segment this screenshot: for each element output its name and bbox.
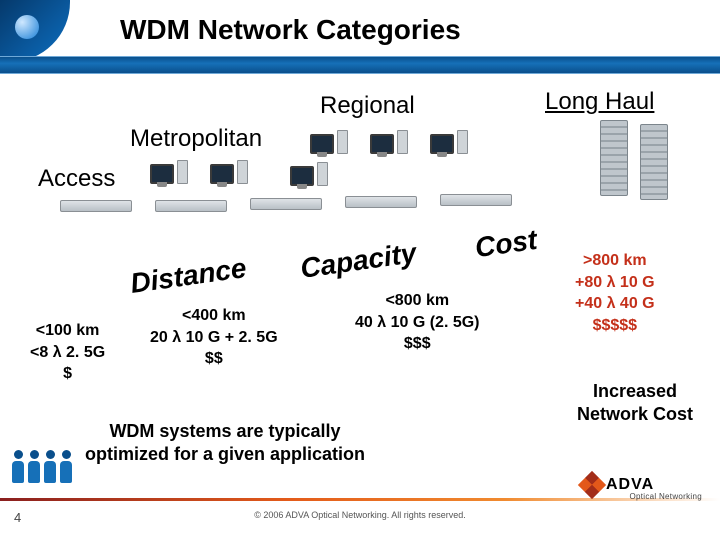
people-icon-group xyxy=(10,450,74,490)
conclusion-text: Increased Network Cost xyxy=(565,380,705,427)
category-access: Access xyxy=(38,165,115,193)
category-regional: Regional xyxy=(320,92,415,120)
switch-icon xyxy=(60,200,132,212)
specs-longhaul: >800 km +80 λ 10 G +40 λ 40 G $$$$$ xyxy=(575,250,655,336)
pc-icon xyxy=(310,130,348,154)
server-rack-icon xyxy=(600,120,628,196)
switch-icon xyxy=(155,200,227,212)
spec-line: 20 λ 10 G + 2. 5G xyxy=(150,327,278,349)
spec-line: <8 λ 2. 5G xyxy=(30,342,105,364)
spec-line: +80 λ 10 G xyxy=(575,272,655,294)
pc-icon xyxy=(210,160,248,184)
header-rule xyxy=(0,56,720,74)
person-icon xyxy=(42,450,58,490)
slide-title: WDM Network Categories xyxy=(120,14,461,46)
spec-line: $$$ xyxy=(355,333,480,355)
person-icon xyxy=(58,450,74,490)
category-metro: Metropolitan xyxy=(130,125,262,153)
footer-statement: WDM systems are typically optimized for … xyxy=(60,420,390,467)
spec-line: $$ xyxy=(150,348,278,370)
copyright-text: © 2006 ADVA Optical Networking. All righ… xyxy=(0,510,720,520)
spec-line: <400 km xyxy=(150,305,278,327)
category-longhaul: Long Haul xyxy=(545,88,654,116)
spec-line: +40 λ 40 G xyxy=(575,293,655,315)
logo-subtitle: Optical Networking xyxy=(629,492,702,501)
spec-line: <100 km xyxy=(30,320,105,342)
axis-cost: Cost xyxy=(473,224,539,264)
pc-icon xyxy=(430,130,468,154)
specs-metro: <400 km 20 λ 10 G + 2. 5G $$ xyxy=(150,305,278,370)
pc-icon xyxy=(370,130,408,154)
switch-icon xyxy=(345,196,417,208)
spec-line: $$$$$ xyxy=(575,315,655,337)
pc-icon xyxy=(290,162,328,186)
axis-capacity: Capacity xyxy=(298,237,418,285)
axis-distance: Distance xyxy=(128,252,248,300)
specs-access: <100 km <8 λ 2. 5G $ xyxy=(30,320,105,385)
person-icon xyxy=(26,450,42,490)
spec-line: $ xyxy=(30,363,105,385)
spec-line: >800 km xyxy=(575,250,655,272)
logo-diamond-icon xyxy=(578,471,606,499)
specs-regional: <800 km 40 λ 10 G (2. 5G) $$$ xyxy=(355,290,480,355)
spec-line: <800 km xyxy=(355,290,480,312)
spec-line: 40 λ 10 G (2. 5G) xyxy=(355,312,480,334)
header-corner-ornament xyxy=(0,0,70,62)
pc-icon xyxy=(150,160,188,184)
switch-icon xyxy=(250,198,322,210)
server-rack-icon xyxy=(640,124,668,200)
person-icon xyxy=(10,450,26,490)
switch-icon xyxy=(440,194,512,206)
